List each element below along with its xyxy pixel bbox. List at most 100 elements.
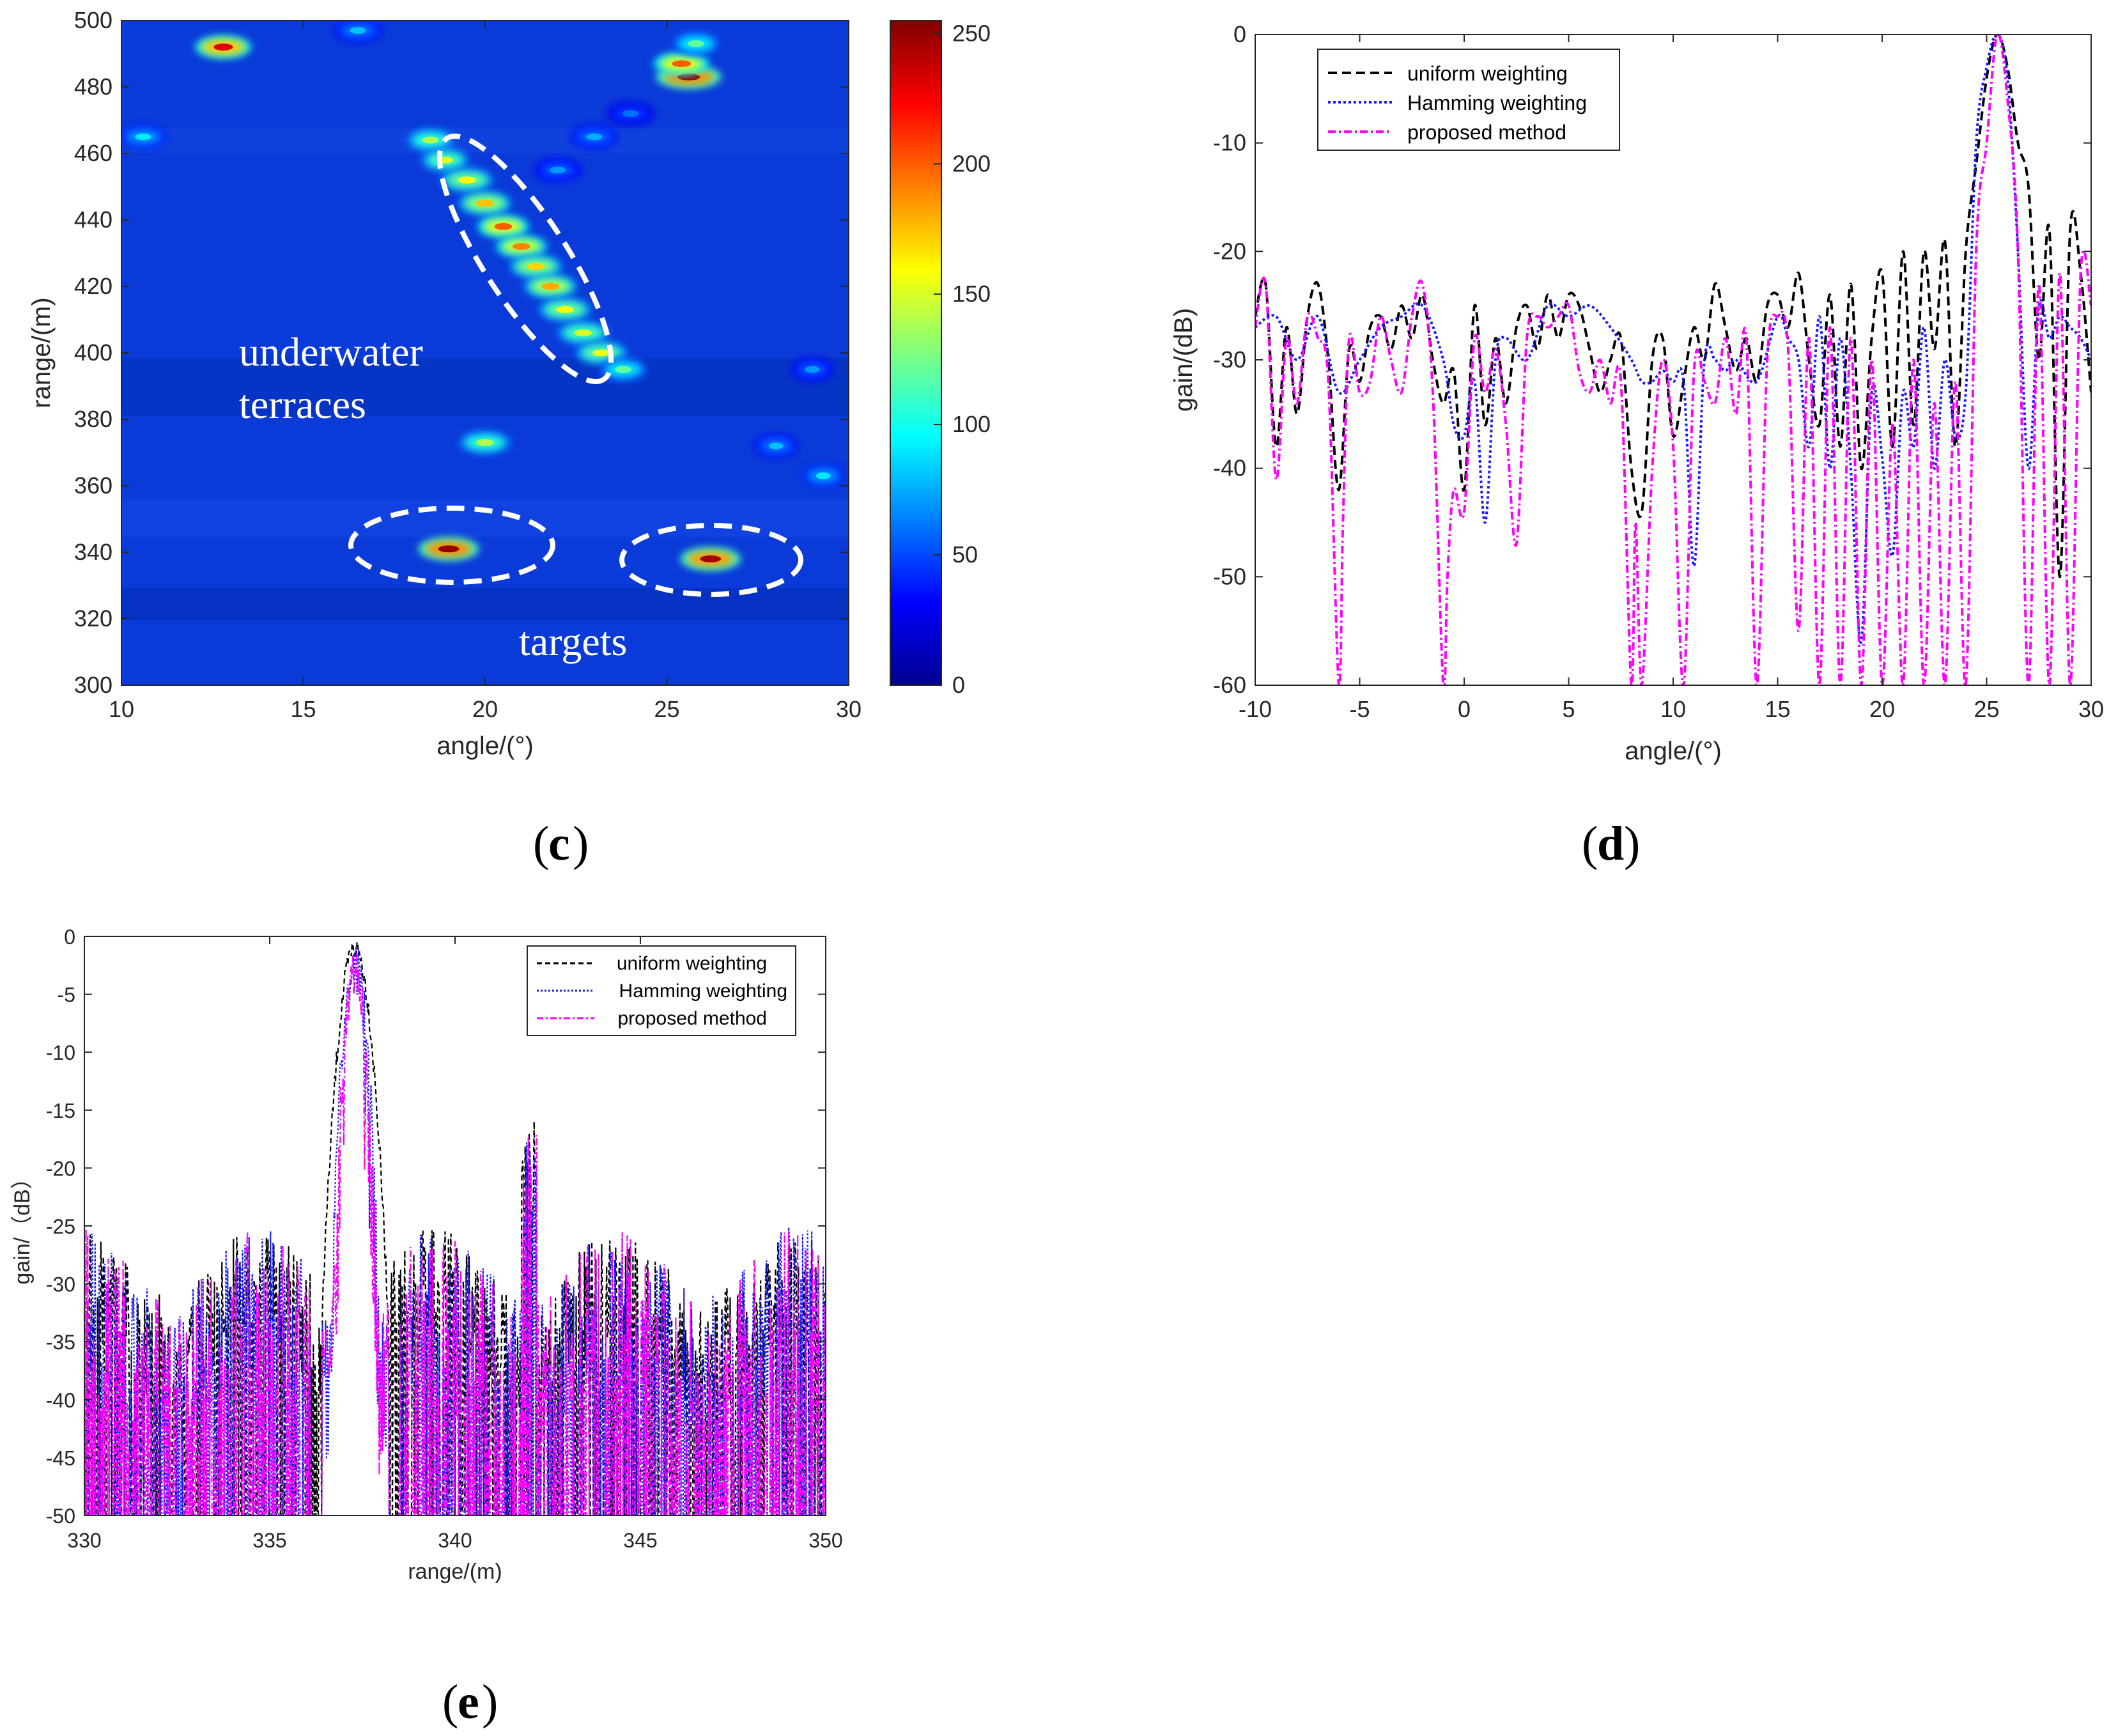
panel-e-xlabel: range/(m) — [408, 1560, 502, 1584]
y-tick-label: 0 — [1233, 21, 1246, 47]
heatmap-blob-core — [213, 43, 233, 50]
x-tick-label: 25 — [654, 696, 679, 722]
caption-c-close: ) — [573, 817, 589, 871]
x-tick-label: 30 — [836, 696, 862, 722]
heatmap-blob-core — [574, 329, 592, 337]
panel-d-legend-box — [1317, 49, 1620, 151]
heatmap-blob-core — [458, 176, 476, 183]
series-line-proposed — [1255, 35, 2091, 685]
heatmap-blob-core — [700, 555, 722, 562]
y-tick-label: 440 — [74, 206, 112, 233]
target-ellipse-left — [348, 506, 555, 585]
panel-d-series — [1255, 35, 2091, 685]
x-tick-label: 10 — [109, 696, 134, 722]
y-tick-label: 460 — [74, 140, 112, 166]
x-tick-label: 30 — [2078, 696, 2104, 722]
y-tick-label: 360 — [74, 472, 112, 499]
heatmap-xlabel: angle/(°) — [437, 732, 534, 760]
caption-c-open: ( — [533, 817, 549, 871]
heatmap-blob-core — [768, 442, 784, 449]
y-tick-label: 480 — [74, 74, 112, 100]
panel-e-ylabel: gain/（dB） — [10, 1167, 35, 1284]
y-tick-label: -20 — [1213, 238, 1246, 264]
x-tick-label: 15 — [1765, 696, 1790, 722]
y-tick-label: -20 — [46, 1157, 75, 1180]
x-tick-label: 15 — [290, 696, 316, 722]
x-tick-label: 20 — [472, 696, 498, 722]
caption-d-close: ) — [1624, 817, 1640, 871]
heatmap-blob-core — [422, 136, 439, 144]
y-tick-label: -15 — [46, 1099, 75, 1122]
x-tick-label: 350 — [808, 1529, 842, 1552]
heatmap-blobs — [121, 20, 844, 571]
y-tick-label: -35 — [46, 1331, 75, 1354]
y-tick-label: 400 — [74, 339, 112, 366]
heatmap-background — [121, 20, 849, 685]
y-tick-label: -50 — [1213, 563, 1246, 589]
x-tick-label: -10 — [1239, 696, 1272, 722]
y-tick-label: -10 — [1213, 130, 1246, 156]
y-tick-label: -60 — [1213, 672, 1246, 698]
colorbar-ticks: 0 50 100 150 200 250 — [934, 20, 991, 698]
y-tick-label: -25 — [46, 1215, 75, 1238]
colorbar-tick-label: 50 — [952, 541, 978, 568]
y-tick-label: 380 — [74, 406, 112, 432]
y-tick-label: -30 — [46, 1273, 75, 1296]
legend-d-hamming-label: Hamming weighting — [1407, 91, 1587, 114]
colorbar-tick-label: 0 — [952, 672, 965, 698]
heatmap-blob-core — [556, 306, 575, 313]
caption-e-close: ) — [482, 1675, 498, 1729]
caption-c: ( c ) — [533, 817, 589, 871]
legend-d-uniform-label: uniform weighting — [1407, 62, 1568, 85]
x-tick-label: -5 — [1349, 696, 1370, 722]
heatmap-blob-core — [586, 133, 603, 141]
panel-d-ylabel: gain/(dB) — [1170, 308, 1198, 412]
target-ellipse-right — [619, 523, 803, 597]
heatmap-blob-core — [592, 349, 610, 357]
heatmap-blob-core — [438, 545, 460, 553]
heatmap-axes: 10 15 20 25 30 300 320 340 360 380 400 420 440 460 480… — [74, 7, 862, 722]
legend-e-uniform-label: uniform weighting — [617, 953, 767, 974]
x-tick-label: 10 — [1660, 696, 1686, 722]
terraces-annotation-line1: underwater — [239, 329, 423, 375]
x-tick-label: 345 — [623, 1529, 657, 1552]
x-tick-label: 0 — [1458, 696, 1471, 722]
targets-annotation: targets — [519, 619, 627, 664]
colorbar-tick-label: 250 — [952, 20, 991, 46]
colorbar-tick-label: 200 — [952, 150, 991, 176]
y-tick-label: 320 — [74, 605, 112, 632]
heatmap-blob-core — [672, 60, 692, 67]
x-tick-label: 335 — [252, 1529, 286, 1552]
heatmap-blob-core — [541, 283, 560, 290]
x-tick-label: 330 — [67, 1529, 101, 1552]
x-tick-label: 25 — [1974, 696, 1999, 722]
heatmap-blob-core — [350, 27, 366, 34]
series-line-proposed — [84, 952, 826, 1515]
caption-d-open: ( — [1582, 817, 1598, 871]
terraces-ellipse — [437, 134, 614, 384]
y-tick-label: -40 — [46, 1389, 75, 1412]
terraces-annotation-line2: terraces — [239, 382, 366, 427]
heatmap-blob-core — [476, 439, 494, 446]
panel-d-legend: uniform weighting Hamming weighting prop… — [1317, 49, 1620, 151]
heatmap-blob-core — [805, 366, 820, 373]
caption-c-letter: c — [548, 817, 570, 871]
panel-d-axes: -10 -5 0 5 10 15 20 25 300-10-20-30-40-50-60 — [1213, 21, 2104, 722]
heatmap-ylabel: range/(m) — [27, 297, 56, 408]
panel-e-series — [84, 941, 826, 1515]
y-tick-label: -45 — [46, 1446, 75, 1469]
heatmap-blob-core — [527, 263, 545, 270]
heatmap-blob-core — [513, 243, 530, 250]
y-tick-label: -5 — [58, 984, 75, 1007]
series-line-uniform — [1255, 35, 2091, 578]
heatmap-blob-core — [677, 74, 700, 81]
legend-e-hamming-label: Hamming weighting — [619, 980, 787, 1002]
legend-d-proposed-label: proposed method — [1407, 121, 1566, 144]
heatmap-blob-core — [494, 223, 513, 230]
heatmap-blob-core — [550, 166, 566, 174]
x-tick-label: 20 — [1869, 696, 1895, 722]
caption-e-letter: e — [458, 1675, 479, 1729]
heatmap-blob-core — [815, 472, 831, 479]
x-tick-label: 340 — [438, 1529, 472, 1552]
